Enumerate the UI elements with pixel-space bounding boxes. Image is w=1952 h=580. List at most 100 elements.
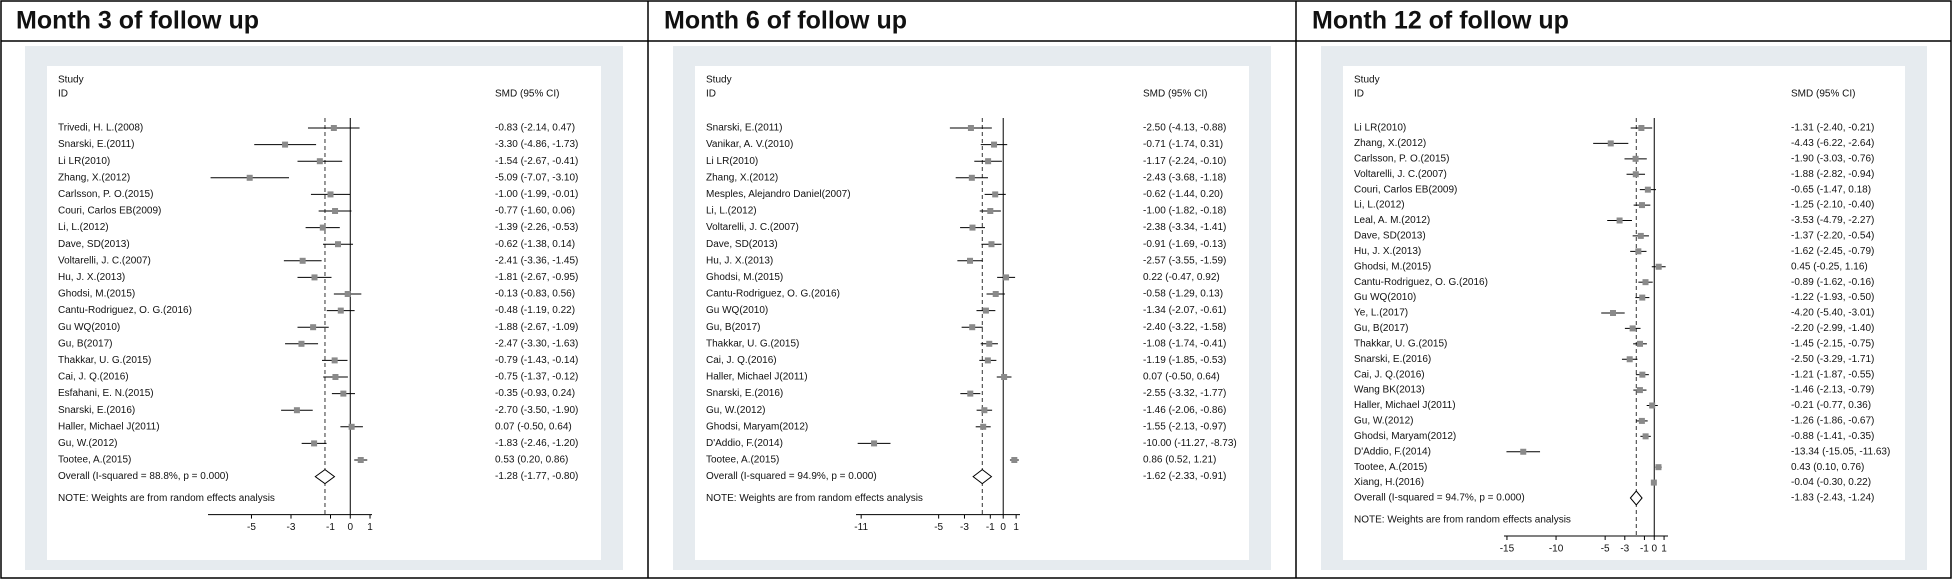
study-name: Cantu-Rodriguez, O. G.(2016) [1354,277,1488,288]
effect-label: -1.21 (-1.87, -0.55) [1791,369,1874,380]
effect-marker [319,224,326,231]
effect-marker [992,291,999,297]
effect-marker [1520,448,1527,455]
study-name: Snarski, E.(2016) [706,388,783,399]
effect-label: 0.07 (-0.50, 0.64) [495,421,572,432]
effect-label: -1.00 (-1.99, -0.01) [495,189,578,200]
study-name: Li, L.(2012) [1354,200,1405,211]
x-tick-label: 1 [1013,522,1019,533]
effect-label: -3.53 (-4.79, -2.27) [1791,215,1874,226]
study-name: Voltarelli, J. C.(2007) [58,255,151,266]
forest-panel: Month 6 of follow up Study ID SMD (95% CI) S… [664,7,1271,570]
effect-label: -0.79 (-1.43, -0.14) [495,355,578,366]
study-name: Wang BK(2013) [1354,385,1425,396]
effect-marker [1607,140,1614,147]
x-tick-label: 0 [1651,544,1657,555]
study-name: Zhang, X.(2012) [1354,138,1426,149]
study-name: Gu, W.(2012) [1354,416,1413,427]
x-tick-label: -11 [854,522,868,533]
effect-label: -0.35 (-0.93, 0.24) [495,388,575,399]
note: NOTE: Weights are from random effects an… [1354,515,1571,526]
effect-label: -13.34 (-15.05, -11.63) [1791,446,1890,457]
effect-marker [1638,125,1645,131]
effect-marker [332,208,339,214]
effect-marker [337,307,344,314]
forest-panel: Month 3 of follow up Study ID SMD (95% CI) T… [16,7,623,570]
x-tick-label: -5 [1601,544,1610,555]
effect-label: -1.54 (-2.67, -0.41) [495,156,578,167]
study-name: Trivedi, H. L.(2008) [58,123,143,134]
effect-label: -10.00 (-11.27, -8.73) [1143,438,1237,449]
effect-label: -1.62 (-2.45, -0.79) [1791,246,1874,257]
effect-marker [1649,402,1656,409]
study-name: Li, L.(2012) [706,206,757,217]
study-name: Gu, B(2017) [706,322,760,333]
effect-label: -2.41 (-3.36, -1.45) [495,255,578,266]
effect-label: 0.43 (0.10, 0.76) [1791,462,1864,473]
effect-label: -1.88 (-2.67, -1.09) [495,322,578,333]
effect-marker [335,241,342,248]
effect-marker [293,407,300,414]
overall-effect-label: -1.28 (-1.77, -0.80) [495,471,578,482]
x-tick-label: 0 [1000,522,1006,533]
forest-panel: Month 12 of follow up Study ID SMD (95% CI)… [1312,7,1927,570]
study-name: Carlsson, P. O.(2015) [1354,153,1449,164]
effect-marker [327,191,334,198]
effect-label: -1.08 (-1.74, -0.41) [1143,338,1226,349]
study-name: Snarski, E.(2011) [58,139,135,150]
effect-label: 0.86 (0.52, 1.21) [1143,455,1216,466]
effect-marker [1610,310,1617,316]
effect-label: -1.46 (-2.06, -0.86) [1143,405,1226,416]
effect-label: -0.65 (-1.47, 0.18) [1791,184,1871,195]
overall-diamond [972,468,993,485]
effect-marker [992,191,999,198]
study-name: Carlsson, P. O.(2015) [58,189,153,200]
study-name: Gu WQ(2010) [706,305,768,316]
effect-marker [1001,374,1008,380]
id-header: ID [1354,89,1364,100]
effect-marker [357,457,364,463]
study-name: Li LR(2010) [706,156,758,167]
x-tick-label: -3 [1620,544,1629,555]
effect-marker [984,357,991,364]
effect-marker [340,390,347,397]
effect-label: -2.40 (-3.22, -1.58) [1143,322,1226,333]
study-name: Voltarelli, J. C.(2007) [1354,169,1447,180]
effect-marker [1637,340,1644,347]
effect-marker [1632,171,1639,178]
plot-region [695,66,1249,560]
study-name: Hu, J. X.(2013) [58,272,125,283]
study-name: Thakkar, U. G.(2015) [58,355,151,366]
effect-marker [331,357,338,364]
study-name: Xiang, H.(2016) [1354,477,1424,488]
study-name: Dave, SD(2013) [706,239,778,250]
effect-marker [967,257,974,264]
effect-marker [348,423,355,430]
study-name: Thakkar, U. G.(2015) [706,338,799,349]
study-name: Tootee, A.(2015) [1354,462,1427,473]
effect-marker [311,274,318,281]
effect-marker [246,174,253,181]
effect-marker [1638,202,1645,209]
study-name: Gu, W.(2012) [706,405,765,416]
effect-label: -2.20 (-2.99, -1.40) [1791,323,1874,334]
study-name: Cantu-Rodriguez, O. G.(2016) [706,289,840,300]
study-name: Leal, A. M.(2012) [1354,215,1430,226]
study-name: Snarski, E.(2011) [706,123,783,134]
x-tick-label: -5 [934,522,943,533]
effect-marker [1644,186,1651,193]
study-name: Gu WQ(2010) [58,322,120,333]
study-header: Study [58,75,84,86]
study-name: Haller, Michael J(2011) [58,421,160,432]
effect-label: -0.75 (-1.37, -0.12) [495,372,578,383]
effect-marker [1655,464,1662,471]
study-name: Snarski, E.(2016) [1354,354,1431,365]
effect-marker [316,158,323,165]
study-name: D'Addio, F.(2014) [1354,446,1431,457]
effect-label: -0.71 (-1.74, 0.31) [1143,139,1223,150]
effect-label: -1.26 (-1.86, -0.67) [1791,416,1874,427]
x-tick-label: -1 [1640,544,1649,555]
study-name: Snarski, E.(2016) [58,405,135,416]
effect-marker [871,440,878,447]
effect-marker [1635,248,1642,255]
